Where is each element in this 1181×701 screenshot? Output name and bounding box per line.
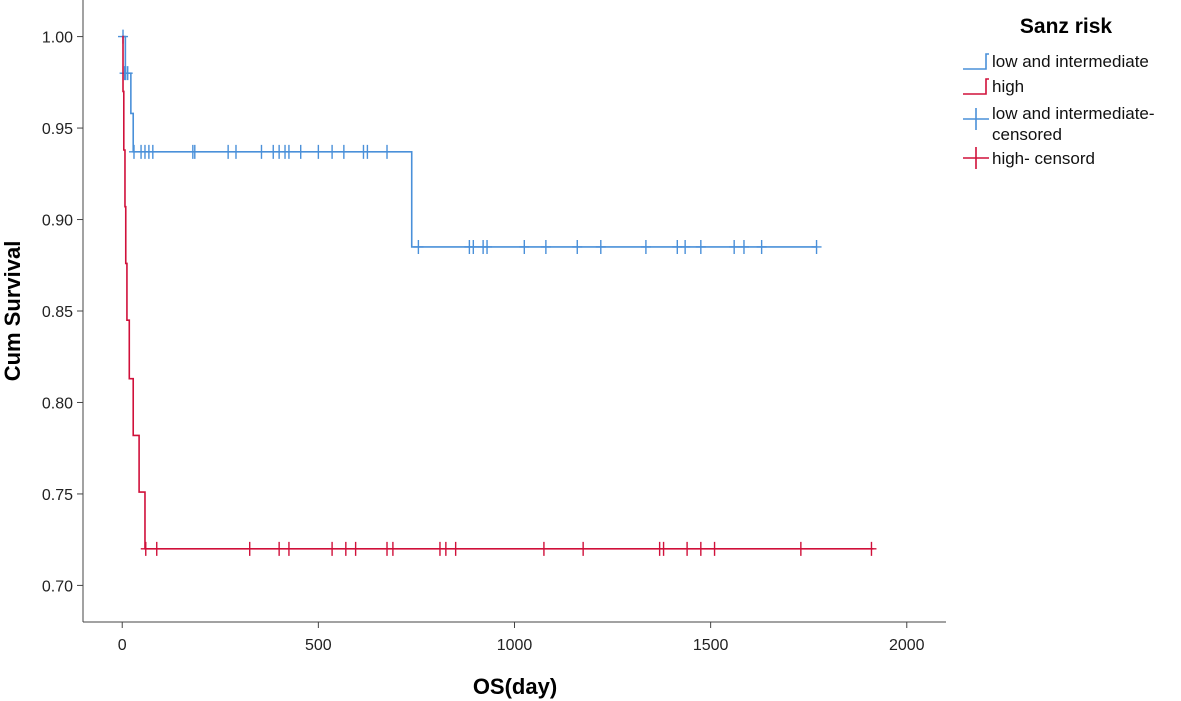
censor-mark (572, 239, 583, 254)
censor-mark (440, 541, 451, 556)
y-axis-ticks: 0.70 0.75 0.80 0.85 0.90 0.95 1.00 (42, 30, 83, 595)
censor-mark (122, 66, 133, 81)
censor-mark (811, 239, 822, 254)
series-high (122, 35, 877, 556)
survival-step-line (122, 35, 874, 550)
x-tick-label: 0 (118, 637, 127, 654)
legend-item: low and intermediate-censored (963, 104, 1155, 144)
censor-mark (327, 541, 338, 556)
y-axis-title: Cum Survival (0, 241, 25, 382)
censor-mark (468, 239, 479, 254)
censor-mark (738, 239, 749, 254)
x-tick-label: 500 (305, 637, 332, 654)
y-tick-label: 0.95 (42, 121, 73, 138)
legend-label: high- censord (992, 149, 1095, 168)
legend-label: low and intermediate (992, 52, 1149, 71)
x-tick-label: 1000 (497, 637, 533, 654)
legend-step-symbol (963, 78, 989, 95)
censor-mark (189, 144, 200, 159)
censor-mark (283, 144, 294, 159)
censor-mark (256, 144, 267, 159)
censor-mark (147, 144, 158, 159)
censor-mark (151, 541, 162, 556)
series-low-intermediate (118, 29, 822, 254)
censor-mark (709, 541, 720, 556)
censor-mark (729, 239, 740, 254)
y-tick-label: 0.70 (42, 578, 73, 595)
legend-censor-symbol (963, 108, 989, 130)
survival-step-line (122, 35, 817, 248)
legend-label: high (992, 77, 1024, 96)
legend-title: Sanz risk (1020, 15, 1113, 38)
censor-mark (658, 541, 669, 556)
censor-mark (640, 239, 651, 254)
censor-mark (295, 144, 306, 159)
censor-mark (540, 239, 551, 254)
censor-mark (519, 239, 530, 254)
censor-mark (695, 239, 706, 254)
legend-item: high (963, 77, 1024, 96)
censor-mark (695, 541, 706, 556)
censor-mark (350, 541, 361, 556)
x-axis-title: OS(day) (473, 674, 557, 699)
censor-mark (482, 239, 493, 254)
censor-mark (795, 541, 806, 556)
series-layer (118, 29, 877, 556)
legend-label: censored (992, 125, 1062, 144)
y-tick-label: 0.75 (42, 487, 73, 504)
x-tick-label: 2000 (889, 637, 925, 654)
censor-mark (283, 541, 294, 556)
censor-mark (595, 239, 606, 254)
legend: Sanz risk low and intermediate high low an… (963, 15, 1155, 169)
legend-label: low and intermediate- (992, 104, 1155, 123)
censor-mark (866, 541, 877, 556)
censor-mark (450, 541, 461, 556)
censor-mark (382, 144, 393, 159)
censor-mark (387, 541, 398, 556)
censor-mark (362, 144, 373, 159)
censor-mark (244, 541, 255, 556)
censor-mark (230, 144, 241, 159)
censor-mark (338, 144, 349, 159)
censor-mark (313, 144, 324, 159)
legend-item: high- censord (963, 147, 1095, 169)
censor-mark (538, 541, 549, 556)
censor-mark (756, 239, 767, 254)
censor-mark (140, 541, 151, 556)
legend-item: low and intermediate (963, 52, 1149, 71)
legend-censor-symbol (963, 147, 989, 169)
y-tick-label: 0.85 (42, 304, 73, 321)
y-tick-label: 1.00 (42, 30, 73, 47)
x-tick-label: 1500 (693, 637, 729, 654)
censor-mark (274, 541, 285, 556)
censor-mark (578, 541, 589, 556)
x-axis-ticks: 0 500 1000 1500 2000 (118, 622, 925, 654)
censor-mark (413, 239, 424, 254)
censor-mark (680, 239, 691, 254)
y-tick-label: 0.90 (42, 213, 73, 230)
legend-step-symbol (963, 53, 989, 70)
y-tick-label: 0.80 (42, 395, 73, 412)
censor-mark (340, 541, 351, 556)
censor-mark (682, 541, 693, 556)
censor-mark (327, 144, 338, 159)
